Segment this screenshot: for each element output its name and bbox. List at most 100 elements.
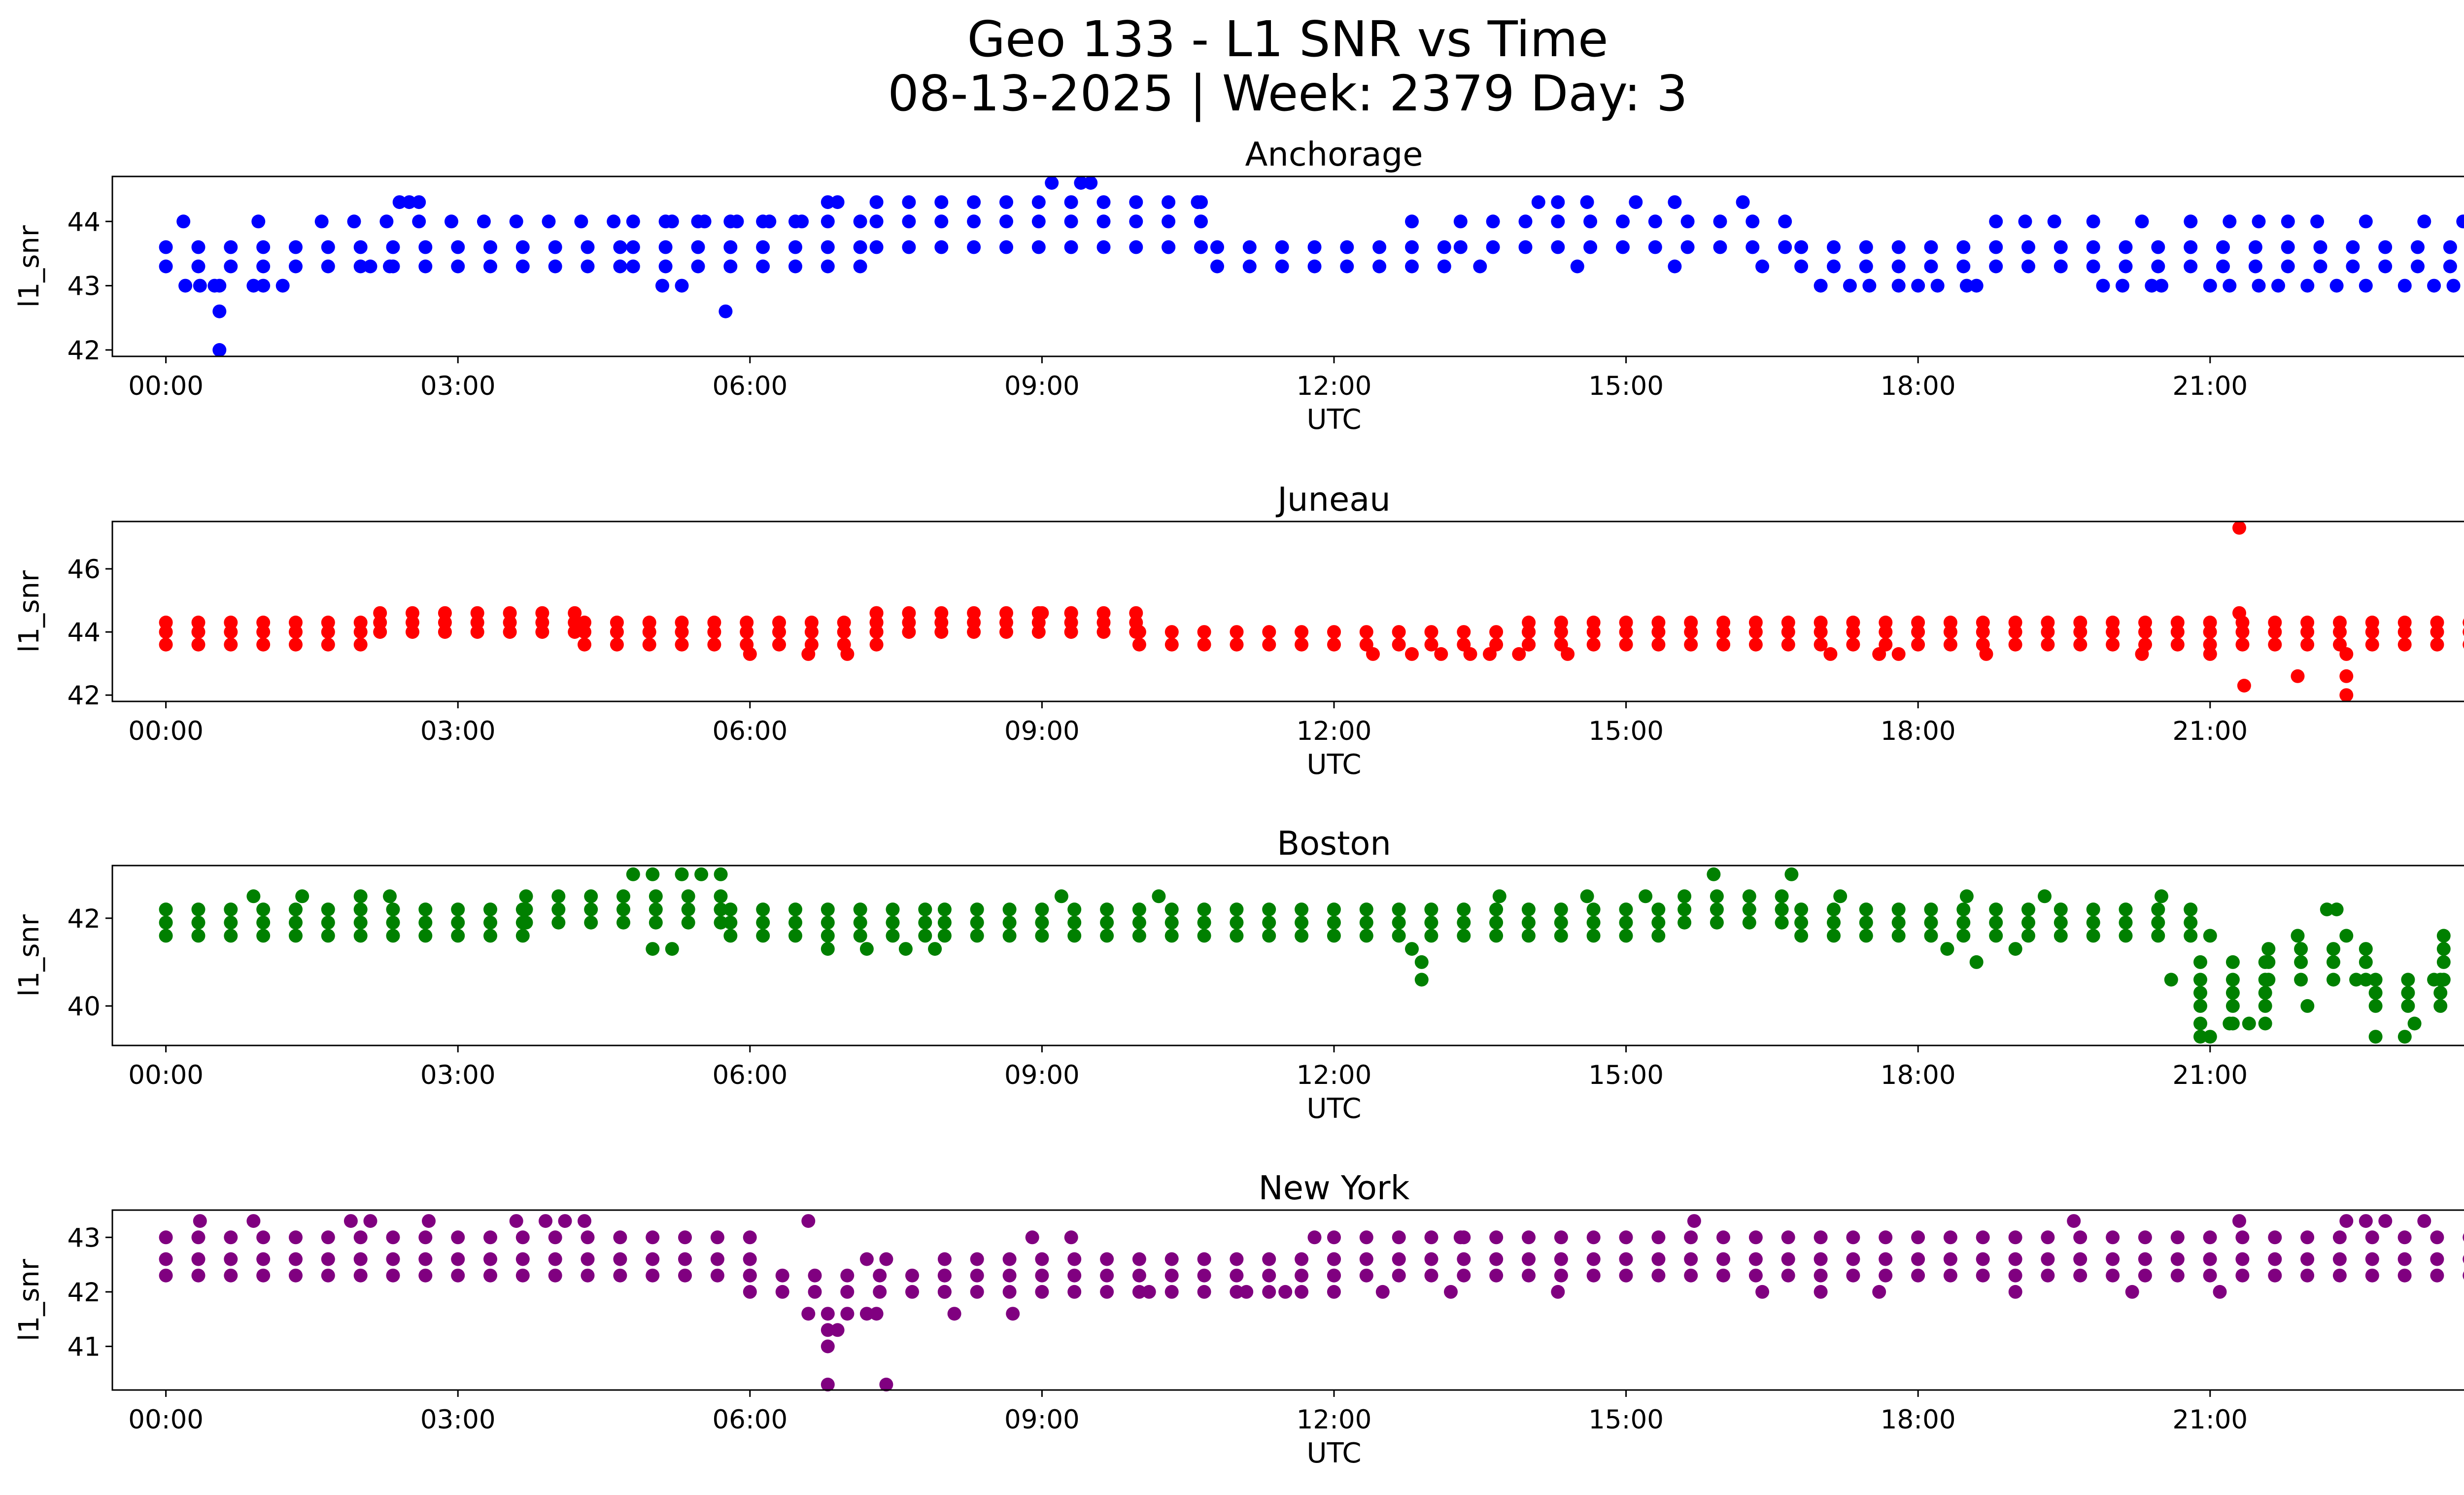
data-point	[937, 1252, 952, 1266]
data-point	[970, 903, 984, 916]
data-series	[159, 867, 2451, 1044]
data-point	[1242, 240, 1257, 254]
data-point	[2463, 618, 2464, 627]
data-point	[1262, 929, 1276, 943]
data-point	[224, 240, 238, 254]
data-point	[2430, 1230, 2444, 1245]
x-tick-label: 09:00	[1004, 1060, 1080, 1090]
data-point	[2300, 1252, 2315, 1266]
data-point	[902, 606, 916, 620]
data-point	[1930, 278, 1945, 293]
data-point	[2008, 1268, 2022, 1283]
data-point	[1969, 955, 1984, 969]
data-point	[616, 903, 630, 916]
data-point	[1327, 929, 1341, 943]
data-point	[756, 903, 770, 916]
data-point	[224, 1230, 238, 1245]
data-point	[1162, 214, 1176, 229]
data-point	[1677, 889, 1692, 904]
data-point	[821, 214, 835, 229]
data-point	[1843, 278, 1857, 293]
data-point	[1651, 1268, 1666, 1283]
data-point	[937, 1285, 952, 1299]
data-point	[1651, 625, 1666, 639]
data-point	[1684, 625, 1698, 639]
data-point	[853, 214, 867, 229]
data-point	[1677, 915, 1692, 930]
data-point	[869, 606, 884, 620]
data-point	[886, 929, 900, 943]
data-point	[2203, 1252, 2217, 1266]
data-point	[967, 195, 981, 209]
x-axis-label: UTC	[1306, 1093, 1361, 1125]
data-point	[2170, 637, 2185, 652]
data-point	[898, 942, 913, 956]
data-point	[584, 889, 598, 904]
data-point	[193, 1214, 207, 1228]
data-point	[1976, 1252, 1990, 1266]
data-point	[289, 259, 303, 274]
data-point	[730, 214, 744, 229]
data-point	[2216, 240, 2230, 254]
data-point	[2184, 240, 2198, 254]
data-point	[788, 240, 802, 254]
data-point	[1457, 929, 1471, 943]
data-point	[1414, 973, 1429, 987]
data-point	[159, 240, 173, 254]
data-point	[2365, 625, 2379, 639]
data-point	[1684, 1252, 1698, 1266]
data-point	[1307, 240, 1322, 254]
data-point	[418, 903, 433, 916]
data-point	[1054, 889, 1068, 904]
data-point	[321, 615, 335, 629]
data-point	[2271, 278, 2285, 293]
data-point	[1522, 1268, 1536, 1283]
data-point	[451, 929, 465, 943]
y-tick-label: 46	[68, 555, 101, 585]
data-point	[256, 903, 271, 916]
data-point	[1392, 1268, 1406, 1283]
data-point	[2261, 955, 2276, 969]
data-point	[2359, 1214, 2373, 1228]
data-point	[2184, 929, 2198, 943]
data-point	[772, 615, 786, 629]
data-point	[373, 625, 387, 639]
data-point	[224, 259, 238, 274]
data-point	[2138, 1268, 2152, 1283]
data-point	[1164, 915, 1179, 930]
data-point	[1755, 1285, 1770, 1299]
data-point	[451, 1268, 465, 1283]
data-point	[1677, 903, 1692, 916]
data-point	[1554, 615, 1568, 629]
data-point	[383, 889, 397, 904]
data-point	[1031, 625, 1046, 639]
data-point	[2365, 637, 2379, 652]
data-point	[2119, 903, 2133, 916]
data-point	[1814, 1268, 1828, 1283]
data-point	[616, 915, 630, 930]
data-point	[1002, 929, 1017, 943]
data-point	[2397, 615, 2412, 629]
data-point	[519, 903, 533, 916]
data-point	[1924, 903, 1938, 916]
data-point	[1911, 637, 1925, 652]
data-point	[1164, 1252, 1179, 1266]
data-point	[2073, 1268, 2088, 1283]
x-tick-label: 09:00	[1004, 716, 1080, 746]
data-point	[967, 240, 981, 254]
data-point	[1197, 637, 1211, 652]
data-point	[2368, 999, 2383, 1013]
data-point	[2135, 214, 2149, 229]
data-point	[723, 915, 738, 930]
data-point	[613, 240, 627, 254]
data-point	[1067, 903, 1082, 916]
data-point	[1651, 929, 1666, 943]
data-point	[821, 1377, 835, 1391]
data-point	[1846, 1252, 1860, 1266]
data-point	[2463, 1255, 2464, 1263]
data-point	[1680, 240, 1695, 254]
data-point	[610, 637, 624, 652]
data-point	[2268, 615, 2282, 629]
data-point	[438, 625, 452, 639]
data-point	[483, 903, 497, 916]
